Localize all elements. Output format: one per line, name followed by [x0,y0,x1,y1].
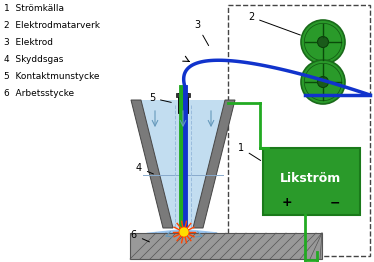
Polygon shape [141,100,225,228]
Text: 4  Skyddsgas: 4 Skyddsgas [4,55,63,64]
Circle shape [301,20,345,64]
Text: 5  Kontaktmunstycke: 5 Kontaktmunstycke [4,72,99,81]
Text: −: − [330,196,340,210]
Bar [178,93,188,113]
Text: Likström: Likström [280,172,341,184]
Text: 2: 2 [248,12,300,35]
Text: 6  Arbetsstycke: 6 Arbetsstycke [4,89,74,98]
Text: 1  Strömkälla: 1 Strömkälla [4,4,64,13]
Text: 3  Elektrod: 3 Elektrod [4,38,53,47]
Bar [176,93,190,97]
Text: 3: 3 [194,20,209,46]
Circle shape [318,36,328,47]
Text: +: + [282,196,292,210]
Circle shape [304,23,342,61]
Text: 4: 4 [136,163,153,174]
Text: 5: 5 [149,93,171,103]
Polygon shape [193,100,235,228]
Bar [263,148,360,215]
Bar [130,233,322,259]
Text: 2  Elektrodmatarverk: 2 Elektrodmatarverk [4,21,100,30]
Bar [228,5,370,256]
Circle shape [318,77,328,88]
Polygon shape [131,100,173,228]
Circle shape [301,60,345,104]
Text: 1: 1 [238,143,261,161]
Circle shape [304,63,342,101]
Circle shape [179,227,189,237]
Text: 6: 6 [131,230,150,242]
